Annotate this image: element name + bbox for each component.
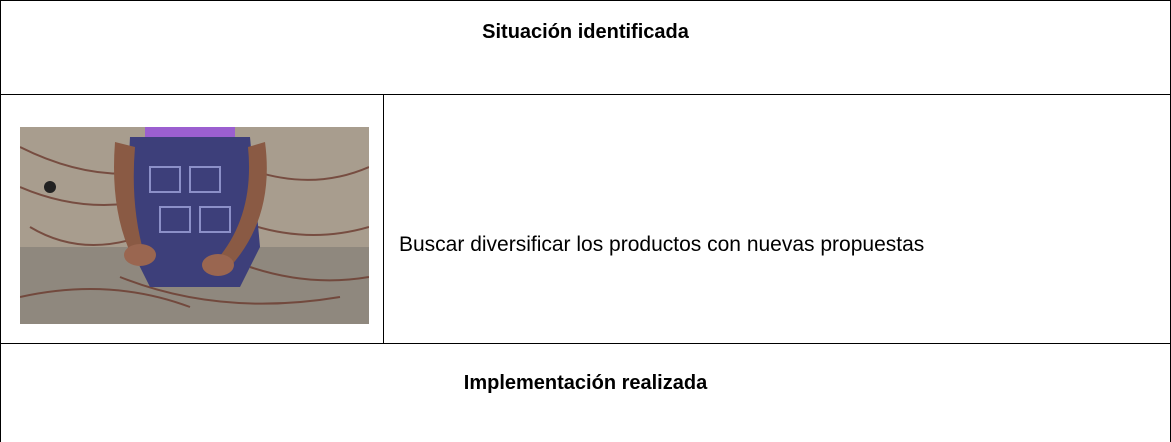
description: Buscar diversificar los productos con nu… bbox=[399, 233, 925, 256]
border bbox=[0, 0, 1, 442]
section-heading: Situación identificada bbox=[482, 21, 689, 43]
border bbox=[383, 94, 384, 343]
border bbox=[0, 0, 1171, 1]
border bbox=[0, 343, 1171, 344]
section-heading: Implementación realizada bbox=[463, 372, 708, 394]
photo bbox=[20, 127, 369, 324]
border bbox=[0, 94, 1171, 95]
